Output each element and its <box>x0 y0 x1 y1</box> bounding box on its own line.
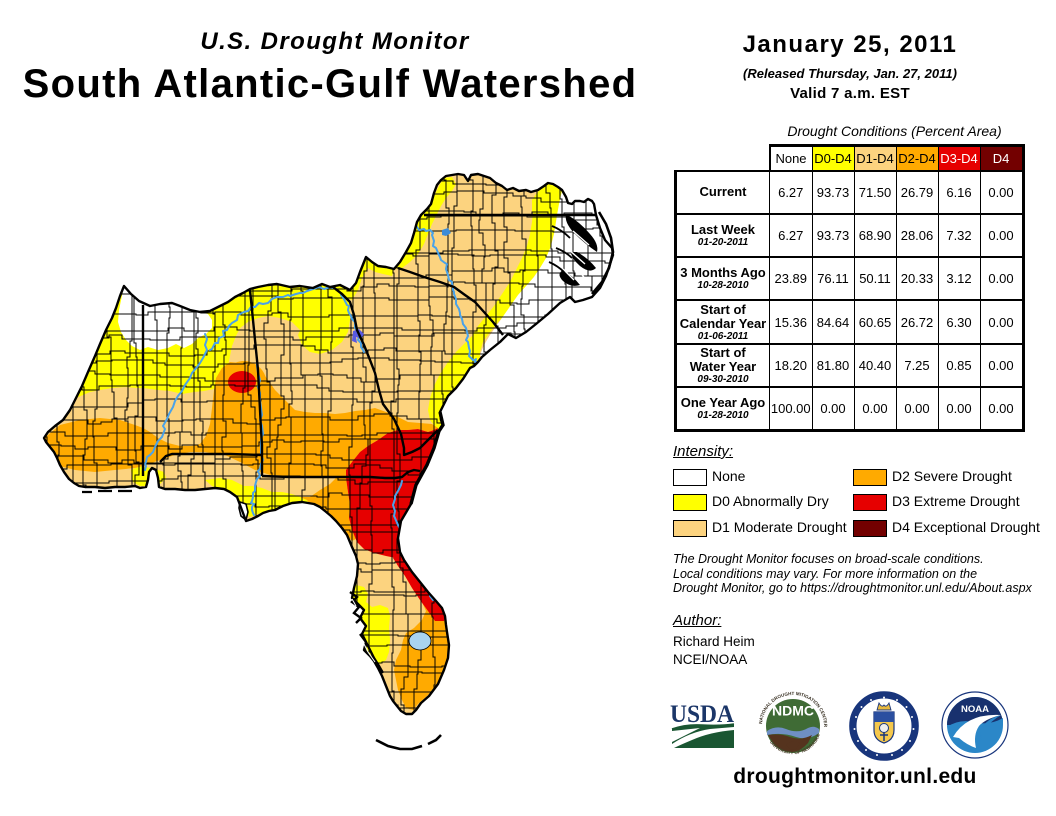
svg-text:USDA: USDA <box>670 702 734 728</box>
svg-text:NOAA: NOAA <box>961 704 989 715</box>
svg-text:NDMC: NDMC <box>772 703 814 719</box>
